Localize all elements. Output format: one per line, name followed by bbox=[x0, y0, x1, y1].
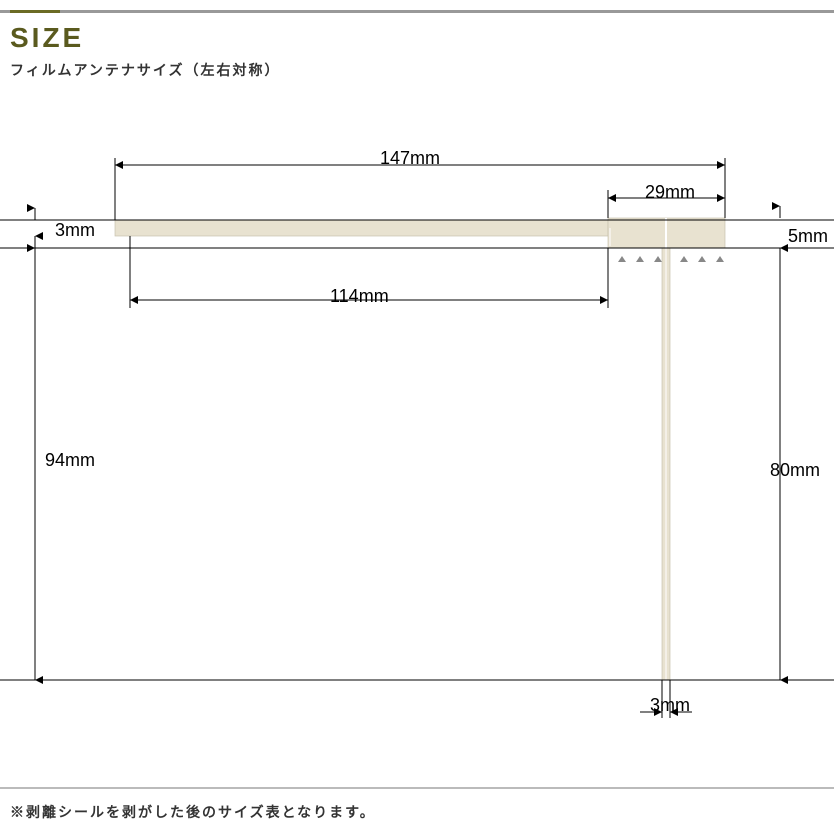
dim-total-width: 147mm bbox=[380, 148, 440, 169]
dim-stem-height: 80mm bbox=[770, 460, 820, 481]
dim-stem-width: 3mm bbox=[650, 695, 690, 716]
dim-block-height: 5mm bbox=[788, 226, 828, 247]
dim-block-width: 29mm bbox=[645, 182, 695, 203]
page-title: SIZE bbox=[10, 22, 84, 54]
size-diagram: 147mm 29mm 3mm 5mm 114mm 94mm 80mm 3mm bbox=[0, 120, 834, 760]
header-rule bbox=[0, 10, 834, 13]
page-subtitle: フィルムアンテナサイズ（左右対称） bbox=[10, 60, 280, 80]
footer-rule bbox=[0, 787, 834, 789]
footnote: ※剥離シールを剥がした後のサイズ表となります。 bbox=[10, 802, 376, 822]
dim-bar-inner: 114mm bbox=[330, 286, 389, 307]
dim-total-height: 94mm bbox=[45, 450, 95, 471]
dim-bar-thick: 3mm bbox=[55, 220, 95, 241]
